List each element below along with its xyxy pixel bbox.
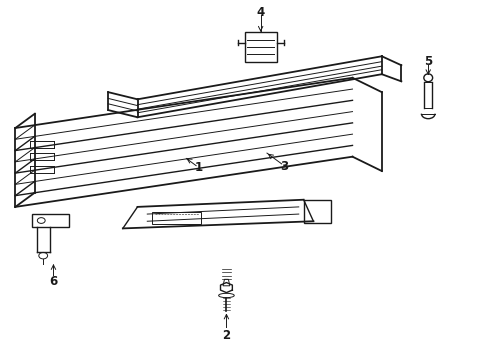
Text: 5: 5 <box>424 55 432 68</box>
Text: 6: 6 <box>49 275 58 288</box>
Text: 3: 3 <box>280 160 288 173</box>
Bar <box>245 32 277 62</box>
Text: 4: 4 <box>256 6 265 19</box>
Text: 1: 1 <box>195 161 203 174</box>
Bar <box>32 214 69 226</box>
Text: 2: 2 <box>222 329 230 342</box>
